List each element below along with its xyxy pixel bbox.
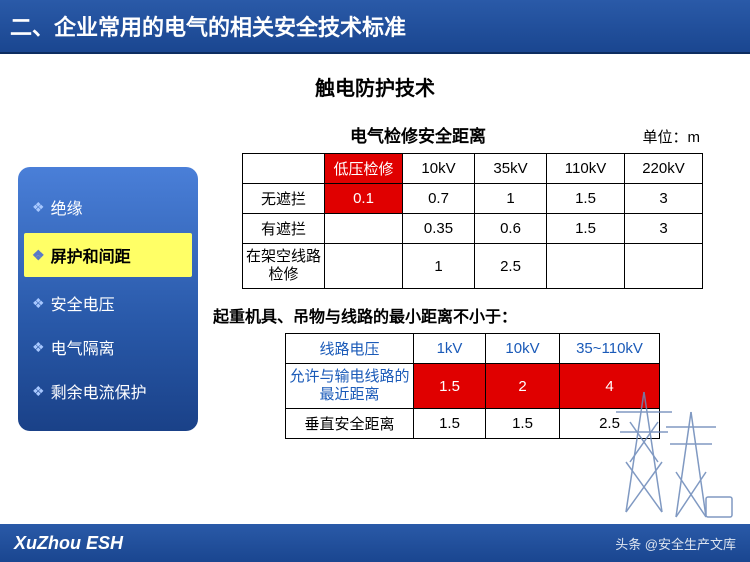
table-cell: 1.5 [486,409,560,439]
crane-distance-table: 线路电压 1kV 10kV 35~110kV 允许与输电线路的最近距离 1.5 … [285,333,660,439]
table-cell: 0.6 [475,214,547,244]
table-cell: 2 [486,364,560,409]
table1-title: 电气检修安全距离 [350,122,486,147]
table-row: 线路电压 1kV 10kV 35~110kV [286,334,660,364]
table-cell: 无遮拦 [243,184,325,214]
table-row: 无遮拦 0.1 0.7 1 1.5 3 [243,184,703,214]
sidebar-item-shielding[interactable]: ❖ 屏护和间距 [24,233,192,277]
sidebar-label: 屏护和间距 [51,243,131,267]
table2-title: 起重机具、吊物与线路的最小距离不小于： [213,303,740,327]
footer-brand: XuZhou ESH [14,533,123,554]
table1-header-row: 电气检修安全距离 单位：m [205,122,740,153]
table-cell: 10kV [486,334,560,364]
table-cell [325,244,403,289]
sidebar-item-residual[interactable]: ❖ 剩余电流保护 [28,369,188,413]
transmission-tower-icon [606,382,736,522]
sidebar-item-insulation[interactable]: ❖ 绝缘 [28,185,188,229]
table-row: 有遮拦 0.35 0.6 1.5 3 [243,214,703,244]
section-header: 二、企业常用的电气的相关安全技术标准 [0,0,750,54]
content-area: 触电防护技术 ❖ 绝缘 ❖ 屏护和间距 ❖ 安全电压 ❖ 电气隔离 ❖ 剩余电流… [0,72,750,552]
table-cell: 垂直安全距离 [286,409,414,439]
table-cell [625,244,703,289]
footer-bar: XuZhou ESH 头条 @安全生产文库 [0,524,750,562]
table-cell: 允许与输电线路的最近距离 [286,364,414,409]
sidebar-label: 剩余电流保护 [51,379,147,403]
table-row: 垂直安全距离 1.5 1.5 2.5 [286,409,660,439]
table-cell: 1.5 [547,214,625,244]
table-cell: 1.5 [414,364,486,409]
table-cell: 1.5 [547,184,625,214]
sidebar-item-voltage[interactable]: ❖ 安全电压 [28,281,188,325]
table-cell: 0.35 [403,214,475,244]
table-cell: 低压检修 [325,154,403,184]
table-cell: 线路电压 [286,334,414,364]
safety-distance-table: 低压检修 10kV 35kV 110kV 220kV 无遮拦 0.1 0.7 1… [242,153,703,289]
table-cell [547,244,625,289]
table-cell: 0.1 [325,184,403,214]
table-row: 允许与输电线路的最近距离 1.5 2 4 [286,364,660,409]
table-cell: 2.5 [475,244,547,289]
table-cell: 3 [625,184,703,214]
table-cell: 在架空线路检修 [243,244,325,289]
bullet-icon: ❖ [32,339,45,356]
sidebar-label: 绝缘 [51,195,83,219]
table-cell: 35~110kV [560,334,660,364]
table-cell [325,214,403,244]
sidebar-label: 安全电压 [51,291,115,315]
table-cell: 35kV [475,154,547,184]
table-cell: 110kV [547,154,625,184]
table-cell: 1 [475,184,547,214]
bullet-icon: ❖ [32,383,45,400]
table-row: 在架空线路检修 1 2.5 [243,244,703,289]
table-cell: 1 [403,244,475,289]
table-cell: 0.7 [403,184,475,214]
sidebar-label: 电气隔离 [51,335,115,359]
table-cell: 1.5 [414,409,486,439]
page-title: 触电防护技术 [0,72,750,101]
header-title: 二、企业常用的电气的相关安全技术标准 [10,15,406,40]
bullet-icon: ❖ [32,295,45,312]
footer-attribution: 头条 @安全生产文库 [615,534,736,553]
table-row: 低压检修 10kV 35kV 110kV 220kV [243,154,703,184]
table-cell: 1kV [414,334,486,364]
bullet-icon: ❖ [32,247,45,264]
table1-unit: 单位：m [643,126,701,147]
sidebar-nav: ❖ 绝缘 ❖ 屏护和间距 ❖ 安全电压 ❖ 电气隔离 ❖ 剩余电流保护 [18,167,198,431]
table-cell: 10kV [403,154,475,184]
table-cell: 220kV [625,154,703,184]
bullet-icon: ❖ [32,199,45,216]
table-cell: 有遮拦 [243,214,325,244]
sidebar-item-isolation[interactable]: ❖ 电气隔离 [28,325,188,369]
main-area: 电气检修安全距离 单位：m 低压检修 10kV 35kV 110kV 220kV… [205,122,740,439]
table-cell: 3 [625,214,703,244]
table-cell [243,154,325,184]
